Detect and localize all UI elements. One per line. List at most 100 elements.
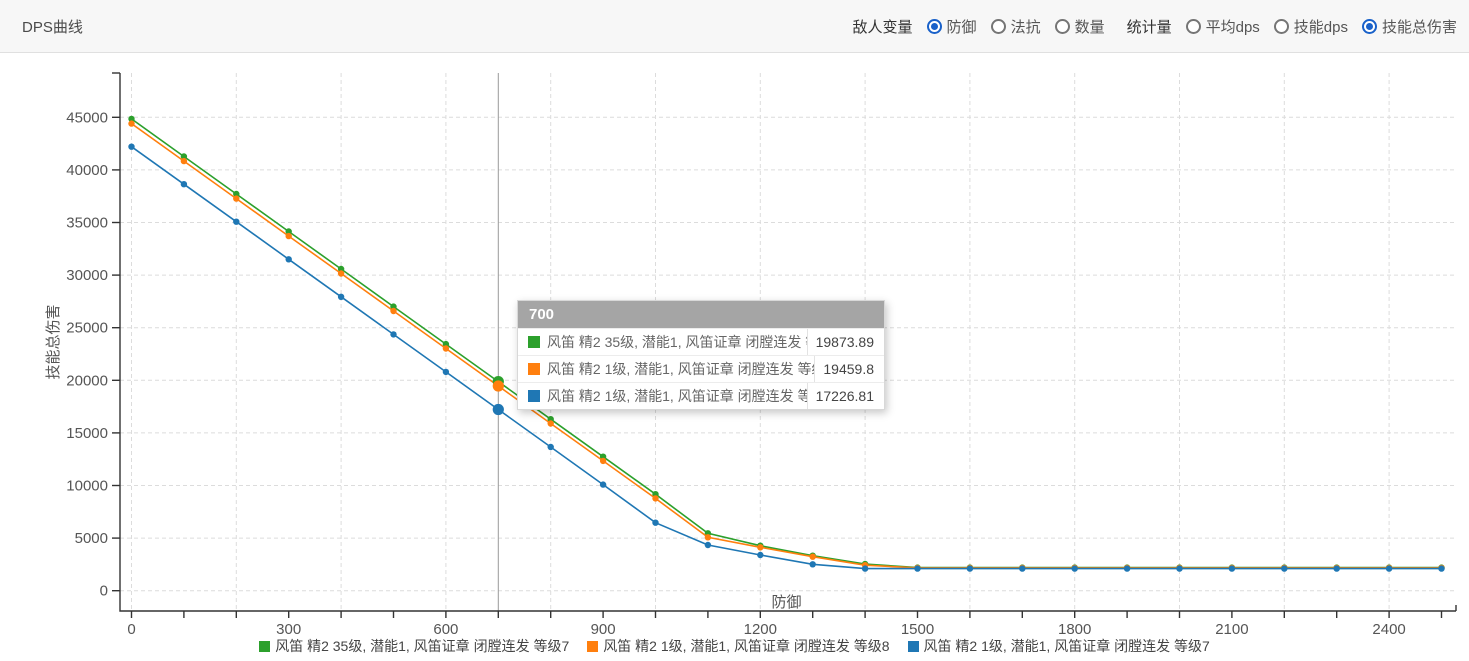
x-axis-title: 防御 <box>771 594 801 611</box>
data-point[interactable] <box>442 368 450 376</box>
data-point[interactable] <box>1176 565 1183 572</box>
radio-button-icon[interactable] <box>1054 18 1070 34</box>
data-point[interactable] <box>1228 565 1236 572</box>
legend-label: 风笛 精2 1级, 潜能1, 风笛证章 闭膛连发 等级8 <box>603 638 890 654</box>
data-point[interactable] <box>180 157 188 165</box>
tooltip-row-0: 风笛 精2 35级, 潜能1, 风笛证章 闭膛连发 等级719873.89 <box>518 328 884 355</box>
data-point[interactable] <box>704 534 712 541</box>
legend-label: 风笛 精2 35级, 潜能1, 风笛证章 闭膛连发 等级7 <box>275 638 570 654</box>
chart-tooltip: 700 风笛 精2 35级, 潜能1, 风笛证章 闭膛连发 等级719873.8… <box>517 300 885 410</box>
data-point[interactable] <box>1019 565 1026 572</box>
x-tick-label: 1500 <box>901 621 934 638</box>
radio-button-icon[interactable] <box>1361 18 1377 34</box>
x-tick-label: 2100 <box>1215 621 1248 638</box>
data-point[interactable] <box>861 565 869 572</box>
data-point[interactable] <box>285 228 292 235</box>
x-tick-label: 300 <box>276 621 301 638</box>
data-point[interactable] <box>337 293 345 300</box>
data-point[interactable] <box>809 561 816 568</box>
data-point[interactable] <box>652 495 659 502</box>
legend-item-2[interactable]: 风笛 精2 1级, 潜能1, 风笛证章 闭膛连发 等级7 <box>907 636 1210 656</box>
data-point[interactable] <box>285 256 292 263</box>
radio-label: 数量 <box>1074 18 1105 36</box>
radio-label: 技能总伤害 <box>1381 18 1457 36</box>
legend-label: 风笛 精2 1级, 潜能1, 风笛证章 闭膛连发 等级7 <box>923 638 1210 654</box>
highlighted-point[interactable] <box>492 380 504 392</box>
data-point[interactable] <box>599 457 607 465</box>
data-point[interactable] <box>442 340 450 348</box>
data-point[interactable] <box>1123 565 1131 572</box>
chart-legend: 风笛 精2 35级, 潜能1, 风笛证章 闭膛连发 等级7 风笛 精2 1级, 潜… <box>0 636 1469 656</box>
toolbar-controls: 敌人变量 防御 法抗 数量 统计量 平均dps 技能dps 技能总伤害 <box>853 16 1457 37</box>
data-point[interactable] <box>233 195 240 202</box>
data-point[interactable] <box>1281 565 1288 572</box>
legend-swatch-icon <box>907 640 919 652</box>
data-point[interactable] <box>547 443 554 451</box>
radio-label: 防御 <box>946 18 977 36</box>
y-tick-label: 20000 <box>66 372 108 389</box>
data-point[interactable] <box>233 190 240 198</box>
radio-button-icon[interactable] <box>1185 18 1201 34</box>
data-point[interactable] <box>128 143 135 150</box>
data-point[interactable] <box>757 551 764 559</box>
y-tick-label: 5000 <box>75 530 108 547</box>
data-point[interactable] <box>390 303 397 310</box>
statistic-radio-group: 平均dps 技能dps 技能总伤害 <box>1185 16 1457 37</box>
data-point[interactable] <box>337 270 345 277</box>
enemy-variable-radio-group: 防御 法抗 数量 <box>926 16 1105 37</box>
radio-label: 平均dps <box>1205 18 1260 36</box>
data-point[interactable] <box>1438 565 1445 572</box>
data-point[interactable] <box>1385 565 1393 572</box>
data-point[interactable] <box>442 345 450 352</box>
legend-item-0[interactable]: 风笛 精2 35级, 潜能1, 风笛证章 闭膛连发 等级7 <box>259 636 569 656</box>
data-point[interactable] <box>1071 565 1078 572</box>
chart-area: 0 5000 10000 15000 20000 25000 30000 35000 40000… <box>0 53 1469 661</box>
data-point[interactable] <box>809 553 816 560</box>
radio-button-icon[interactable] <box>926 18 942 34</box>
legend-swatch-icon <box>587 640 599 652</box>
data-point[interactable] <box>599 481 607 488</box>
data-point[interactable] <box>180 153 188 160</box>
tooltip-series-name: 风笛 精2 1级, 潜能1, 风笛证章 闭膛连发 等级7 <box>547 388 807 404</box>
radio-option-statistic-2[interactable]: 技能总伤害 <box>1361 16 1457 37</box>
y-tick-label: 40000 <box>66 162 108 179</box>
radio-button-icon[interactable] <box>990 18 1006 34</box>
highlighted-point[interactable] <box>492 403 504 416</box>
y-tick-label: 0 <box>100 583 108 600</box>
tooltip-x-value: 700 <box>518 301 884 328</box>
dps-chart[interactable]: 0500010000150002000025000300003500040000… <box>0 53 1469 661</box>
data-point[interactable] <box>337 265 345 273</box>
data-point[interactable] <box>757 544 764 551</box>
data-point[interactable] <box>390 307 397 315</box>
data-point[interactable] <box>652 519 659 526</box>
data-point[interactable] <box>704 541 712 549</box>
radio-option-enemy-variable-1[interactable]: 法抗 <box>990 16 1041 37</box>
enemy-variable-label: 敌人变量 <box>852 18 913 36</box>
tooltip-swatch-icon <box>528 363 540 375</box>
data-point[interactable] <box>180 181 188 188</box>
radio-option-enemy-variable-0[interactable]: 防御 <box>926 16 977 37</box>
radio-label: 技能dps <box>1293 18 1348 36</box>
data-point[interactable] <box>390 331 397 338</box>
legend-swatch-icon <box>259 640 271 652</box>
radio-option-statistic-0[interactable]: 平均dps <box>1185 16 1260 37</box>
radio-button-icon[interactable] <box>1273 18 1289 34</box>
data-point[interactable] <box>966 565 974 572</box>
radio-label: 法抗 <box>1010 18 1041 36</box>
radio-option-statistic-1[interactable]: 技能dps <box>1273 16 1348 37</box>
data-point[interactable] <box>285 232 292 240</box>
data-point[interactable] <box>233 218 240 225</box>
x-tick-label: 1800 <box>1058 621 1091 638</box>
data-point[interactable] <box>128 120 135 127</box>
data-point[interactable] <box>547 420 554 427</box>
tooltip-row-2: 风笛 精2 1级, 潜能1, 风笛证章 闭膛连发 等级7 17226.81 <box>518 382 884 409</box>
data-point[interactable] <box>128 115 135 123</box>
tooltip-series-value: 19873.89 <box>806 329 884 355</box>
y-tick-label: 10000 <box>66 478 108 495</box>
radio-option-enemy-variable-2[interactable]: 数量 <box>1054 16 1105 37</box>
data-point[interactable] <box>1333 565 1340 572</box>
legend-item-1[interactable]: 风笛 精2 1级, 潜能1, 风笛证章 闭膛连发 等级8 <box>587 636 890 656</box>
data-point[interactable] <box>914 565 921 572</box>
tooltip-series-name: 风笛 精2 35级, 潜能1, 风笛证章 闭膛连发 等级7 <box>547 334 807 350</box>
tooltip-row-1: 风笛 精2 1级, 潜能1, 风笛证章 闭膛连发 等级8 19459.8 <box>518 355 884 382</box>
